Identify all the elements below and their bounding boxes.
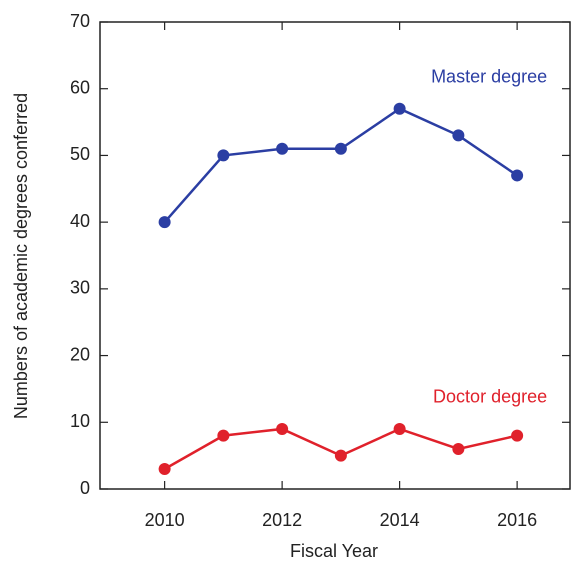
x-tick-label: 2012 — [262, 510, 302, 530]
y-tick-label: 30 — [70, 278, 90, 298]
y-tick-label: 60 — [70, 77, 90, 97]
data-point — [334, 142, 347, 155]
y-tick-label: 0 — [80, 478, 90, 498]
data-point — [334, 449, 347, 462]
data-point — [511, 169, 524, 182]
data-point — [276, 422, 289, 435]
x-tick-label: 2014 — [380, 510, 420, 530]
data-point — [452, 129, 465, 142]
y-tick-label: 20 — [70, 344, 90, 364]
series-label: Master degree — [431, 66, 547, 86]
data-point — [452, 442, 465, 455]
data-point — [393, 422, 406, 435]
y-tick-label: 40 — [70, 211, 90, 231]
data-point — [393, 102, 406, 115]
y-tick-label: 50 — [70, 144, 90, 164]
plot-frame — [99, 21, 571, 490]
x-tick-label: 2010 — [145, 510, 185, 530]
data-point — [158, 462, 171, 475]
y-axis-label: Numbers of academic degrees conferred — [11, 93, 31, 419]
y-tick-label: 70 — [70, 11, 90, 31]
y-tick-label: 10 — [70, 411, 90, 431]
data-point — [217, 149, 230, 162]
series-label: Doctor degree — [433, 387, 547, 407]
x-axis-label: Fiscal Year — [290, 541, 378, 561]
x-tick-label: 2016 — [497, 510, 537, 530]
series-line — [163, 107, 518, 223]
data-point — [217, 429, 230, 442]
data-point — [158, 216, 171, 229]
data-point — [276, 142, 289, 155]
data-point — [511, 429, 524, 442]
